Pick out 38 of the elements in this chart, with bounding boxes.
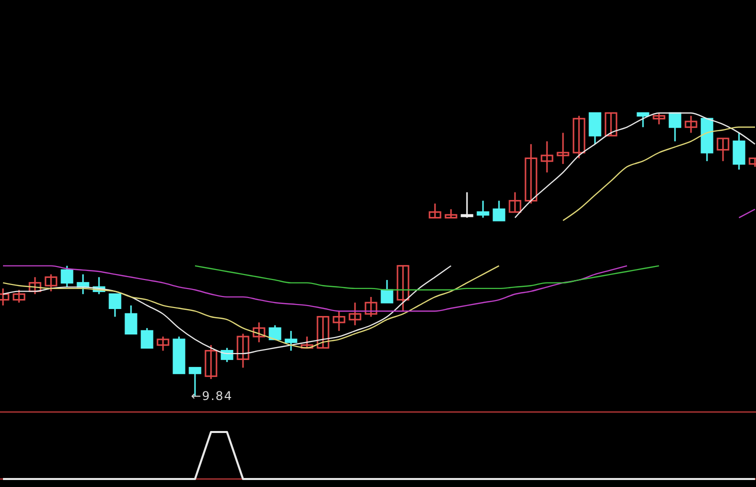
candlestick [252,322,266,343]
candlestick [588,112,602,145]
candlestick [380,279,394,304]
candlestick [636,112,650,128]
candlestick [332,310,346,332]
candlestick [124,304,138,334]
candlestick [156,336,170,352]
candlestick [108,293,122,318]
candlestick [476,200,490,218]
candlestick [604,112,618,136]
candlestick [364,296,378,318]
annotation: ←9.84 [191,389,233,403]
candlestick [556,132,570,165]
candlestick [668,112,682,142]
candlestick [540,140,554,174]
candlestick [268,324,282,340]
candlestick [28,276,42,295]
candlestick [60,265,74,288]
candlestick [652,112,666,126]
candlestick [460,191,474,218]
candlestick [316,316,330,349]
candlestick [572,115,586,160]
candlestick [684,115,698,134]
candlestick [300,336,314,349]
candlestick [716,138,730,162]
candlestick [732,132,746,170]
candlestick [44,274,58,292]
candlestick [492,200,506,222]
candlestick [348,302,362,326]
candlestick [140,327,154,349]
candlestick [284,330,298,352]
candlestick [524,143,538,204]
candlestick [12,289,26,304]
candlestick [204,344,218,380]
candlestick [508,191,522,213]
candlestick [236,332,250,368]
candlestick [396,265,410,312]
candlestick [428,202,442,218]
